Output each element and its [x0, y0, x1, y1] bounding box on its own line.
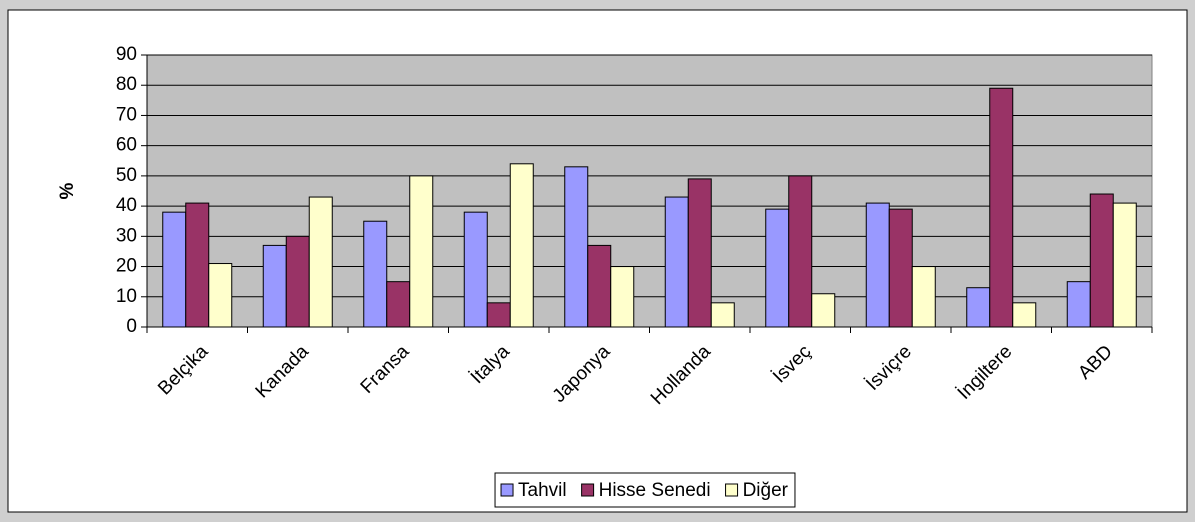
bar	[1112, 202, 1137, 328]
bar	[386, 281, 411, 328]
y-tick-label: 20	[116, 256, 137, 277]
bar	[911, 266, 936, 328]
bar	[888, 208, 913, 328]
bar	[989, 87, 1014, 328]
bar	[1066, 281, 1091, 328]
bar	[664, 196, 689, 328]
bar	[587, 244, 612, 328]
bar	[185, 202, 210, 328]
bar	[1089, 193, 1114, 328]
legend-swatch	[500, 483, 514, 497]
bar	[409, 175, 434, 328]
bar	[710, 302, 735, 328]
legend-swatch	[581, 483, 595, 497]
y-tick-label: 80	[116, 74, 137, 95]
bar	[564, 166, 589, 328]
bar	[865, 202, 890, 328]
legend-swatch	[725, 483, 739, 497]
bar	[162, 211, 187, 328]
bar	[687, 178, 712, 328]
legend-label: Tahvil	[518, 480, 567, 501]
bar	[811, 293, 836, 328]
bar	[208, 263, 233, 328]
bar	[765, 208, 790, 328]
bar	[1012, 302, 1037, 328]
legend-label: Diğer	[743, 480, 789, 501]
bar	[509, 163, 534, 328]
y-tick-label: 90	[116, 44, 137, 65]
bar	[285, 235, 310, 328]
legend	[494, 472, 796, 508]
y-tick-label: 30	[116, 225, 137, 246]
y-axis-label: %	[57, 182, 78, 199]
bar	[262, 244, 287, 328]
bar	[486, 302, 511, 328]
bar	[463, 211, 488, 328]
bar	[788, 175, 813, 328]
y-tick-label: 10	[116, 286, 137, 307]
y-tick-label: 60	[116, 135, 137, 156]
y-tick-label: 0	[126, 316, 137, 337]
bar	[308, 196, 333, 328]
bar	[610, 266, 635, 328]
legend-label: Hisse Senedi	[599, 480, 711, 501]
y-tick-label: 50	[116, 165, 137, 186]
y-tick-label: 70	[116, 104, 137, 125]
bar	[966, 287, 991, 328]
bar	[363, 220, 388, 328]
y-tick-label: 40	[116, 195, 137, 216]
